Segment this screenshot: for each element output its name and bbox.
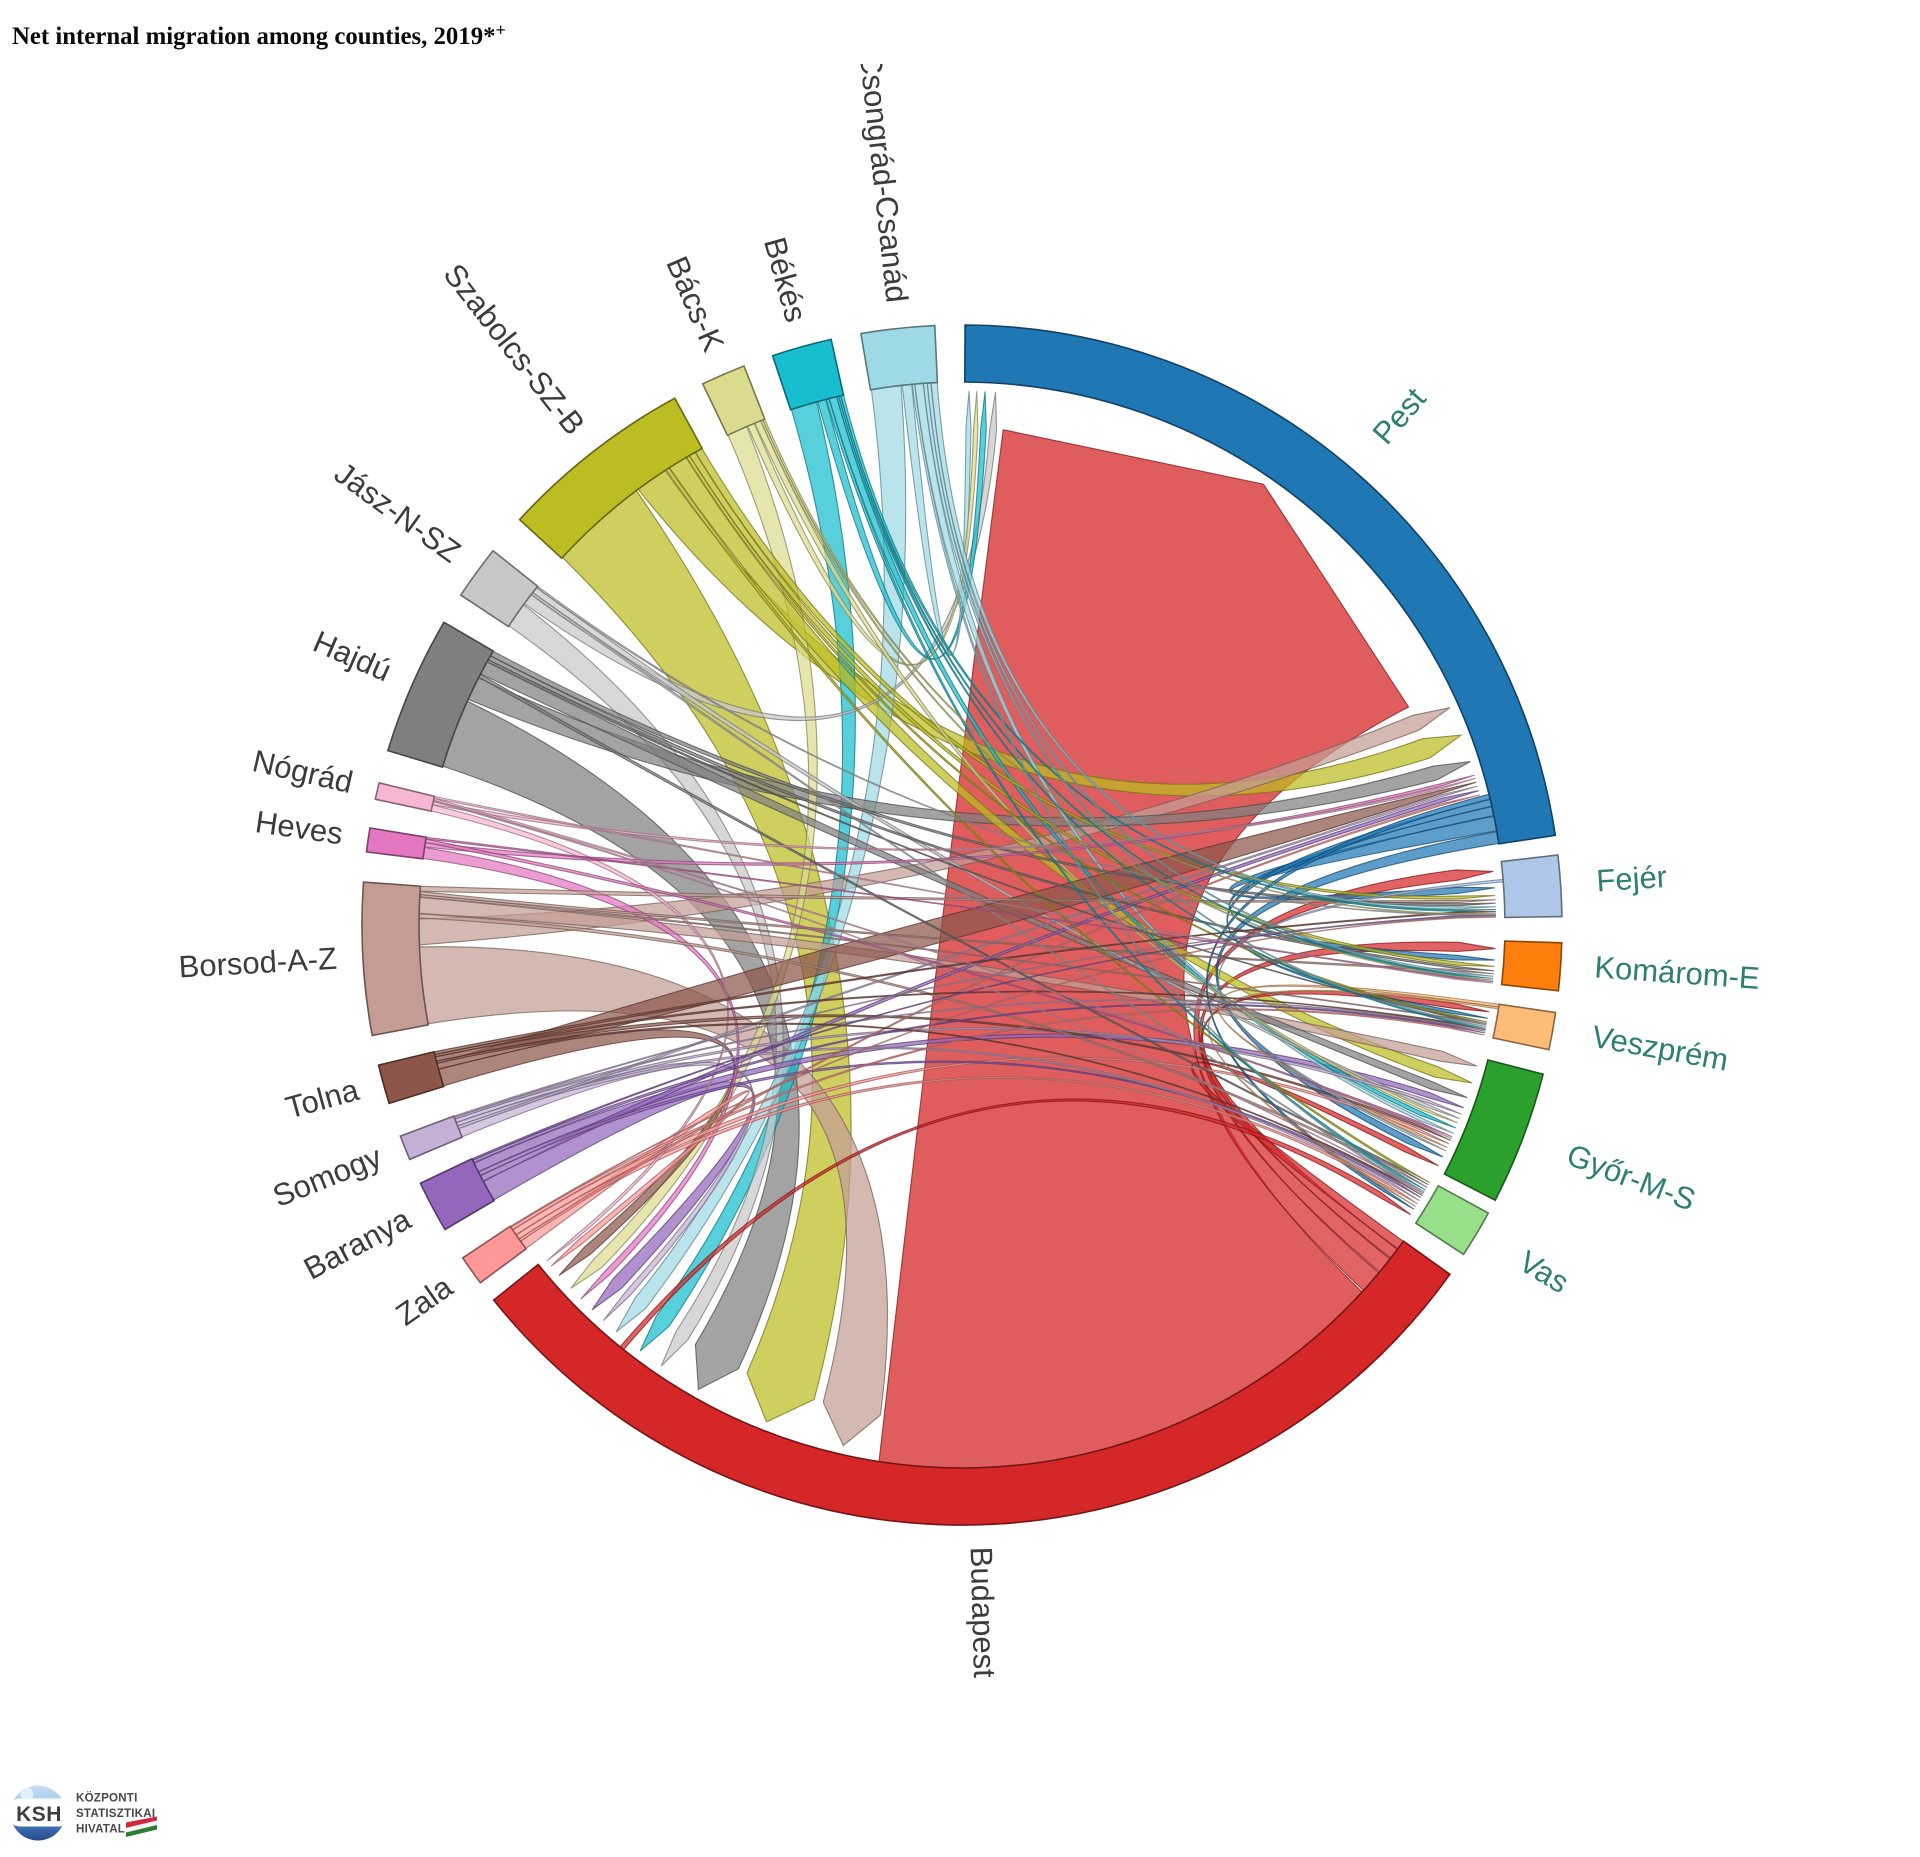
svg-text:HIVATAL: HIVATAL [76,1823,125,1836]
svg-text:Budapest: Budapest [964,1546,1002,1678]
svg-text:STATISZTIKAI: STATISZTIKAI [76,1807,155,1820]
svg-text:Net internal migration among c: Net internal migration among counties, 2… [12,20,506,50]
svg-text:Fejér: Fejér [1595,859,1668,899]
svg-text:KSH: KSH [16,1803,62,1826]
svg-text:KÖZPONTI: KÖZPONTI [76,1792,138,1805]
